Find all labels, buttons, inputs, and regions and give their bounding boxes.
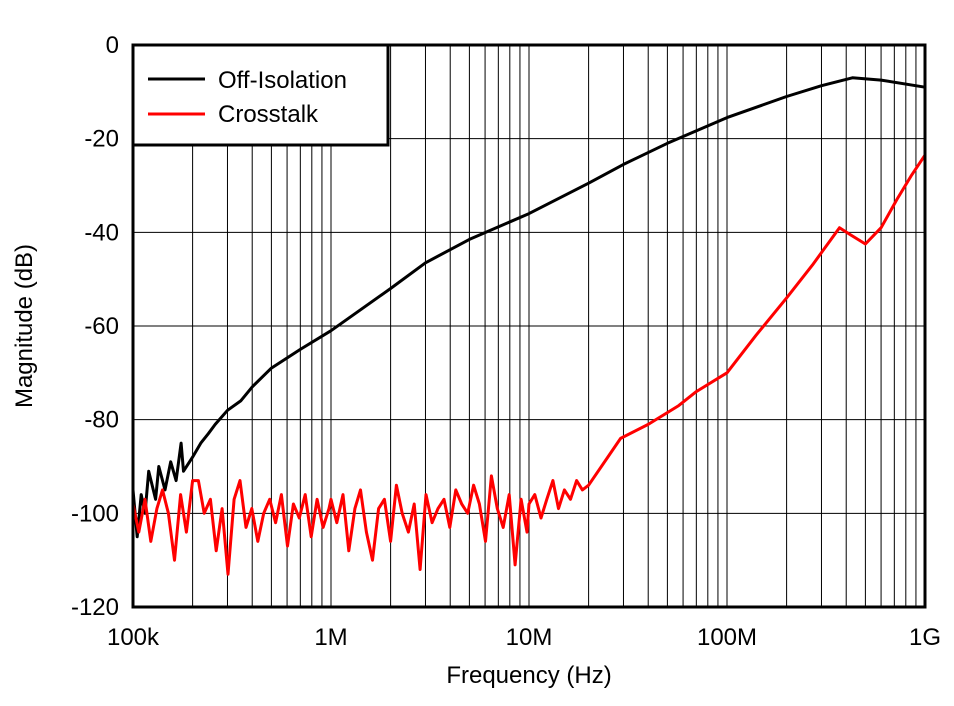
y-tick-label: -80	[84, 407, 119, 434]
x-tick-label: 100M	[697, 624, 757, 651]
x-tick-label: 1G	[909, 624, 941, 651]
y-tick-labels: 0 -20 -40 -60 -80 -100 -120	[71, 32, 119, 621]
y-axis-label: Magnitude (dB)	[11, 244, 38, 408]
x-tick-label: 100k	[107, 624, 160, 651]
x-axis-label: Frequency (Hz)	[446, 662, 611, 689]
y-tick-label: 0	[106, 32, 119, 59]
y-tick-label: -40	[84, 219, 119, 246]
series-line-off-isolation	[131, 76, 926, 539]
legend-box	[131, 43, 390, 147]
x-tick-labels: 100k 1M 10M 100M 1G	[107, 624, 941, 651]
y-tick-label: -60	[84, 313, 119, 340]
y-tick-label: -100	[71, 500, 119, 527]
plot-border	[131, 43, 927, 609]
series-line-crosstalk	[131, 154, 927, 576]
y-tick-label: -20	[84, 126, 119, 153]
y-tick-label: -120	[71, 594, 119, 621]
legend: Off-Isolation Crosstalk	[131, 43, 390, 147]
series-layer	[131, 76, 927, 576]
legend-label-crosstalk: Crosstalk	[218, 101, 319, 128]
x-tick-label: 10M	[506, 624, 553, 651]
legend-label-off-isolation: Off-Isolation	[218, 67, 347, 94]
x-tick-label: 1M	[314, 624, 347, 651]
